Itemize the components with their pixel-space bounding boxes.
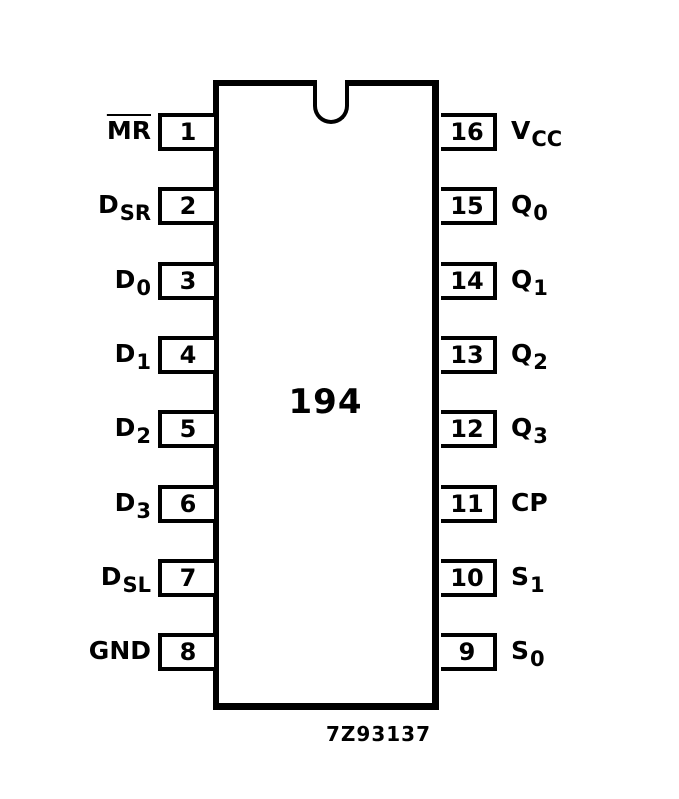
pin-2-signal-label: DSR [97, 190, 151, 224]
pin-12-signal-label: Q3 [511, 413, 548, 447]
pin-4-box: 4 [158, 336, 214, 374]
pin-7-box: 7 [158, 559, 214, 597]
pin-8-signal-label: GND [89, 638, 151, 663]
pin-12-signal-name: Q [511, 413, 533, 442]
pin-5-box: 5 [158, 410, 214, 448]
pin-13-signal-subscript: 2 [533, 350, 548, 374]
pin-6-signal-label: D3 [114, 488, 151, 522]
pin-7-signal-subscript: SL [122, 573, 151, 597]
pin-1-box: 1 [158, 113, 214, 151]
chip-part-number: 194 [288, 382, 363, 422]
pin-6-signal-name: D [114, 488, 136, 517]
pin-5-signal-label: D2 [114, 413, 151, 447]
pin-1-signal-label: MR [107, 118, 151, 143]
pin-4-signal-label: D1 [114, 339, 151, 373]
pin-16-signal-name: V [511, 116, 531, 145]
pin-3-box: 3 [158, 262, 214, 300]
pin-10-signal-name: S [511, 562, 530, 591]
pin-15-signal-label: Q0 [511, 190, 548, 224]
pin-3-signal-name: D [114, 265, 136, 294]
pin-15-signal-name: Q [511, 190, 533, 219]
pin-2-signal-subscript: SR [119, 201, 151, 225]
pin-16-box: 16 [441, 113, 497, 151]
pin-14-box: 14 [441, 262, 497, 300]
pin-1-signal-name: MR [106, 116, 151, 145]
pin-14-signal-subscript: 1 [533, 276, 548, 300]
pin-4-signal-name: D [114, 339, 136, 368]
drawing-reference-code: 7Z93137 [326, 722, 431, 746]
pin-10-signal-label: S1 [511, 562, 545, 596]
orientation-notch [313, 80, 349, 124]
pin-7-signal-label: DSL [100, 562, 151, 596]
pin-5-signal-name: D [114, 413, 136, 442]
pin-15-box: 15 [441, 187, 497, 225]
pin-8-signal-name: GND [88, 636, 151, 665]
pin-6-signal-subscript: 3 [136, 499, 151, 523]
pin-9-signal-name: S [511, 636, 530, 665]
pin-11-signal-name: CP [511, 488, 548, 517]
pin-14-signal-name: Q [511, 265, 533, 294]
pin-13-signal-label: Q2 [511, 339, 548, 373]
pin-16-signal-label: VCC [511, 116, 562, 150]
pin-9-signal-label: S0 [511, 636, 545, 670]
pin-7-signal-name: D [100, 562, 122, 591]
pin-16-signal-subscript: CC [531, 127, 563, 151]
pin-10-signal-subscript: 1 [530, 573, 545, 597]
pin-5-signal-subscript: 2 [136, 424, 151, 448]
pin-4-signal-subscript: 1 [136, 350, 151, 374]
pin-14-signal-label: Q1 [511, 265, 548, 299]
pin-15-signal-subscript: 0 [533, 201, 548, 225]
pin-2-signal-name: D [97, 190, 119, 219]
pin-8-box: 8 [158, 633, 214, 671]
pin-13-signal-name: Q [511, 339, 533, 368]
pin-9-signal-subscript: 0 [530, 647, 545, 671]
pin-13-box: 13 [441, 336, 497, 374]
pin-11-box: 11 [441, 485, 497, 523]
pin-3-signal-subscript: 0 [136, 276, 151, 300]
pin-12-signal-subscript: 3 [533, 424, 548, 448]
ic-package-body: 194 [213, 80, 439, 710]
pin-9-box: 9 [441, 633, 497, 671]
pin-11-signal-label: CP [511, 490, 548, 515]
pin-6-box: 6 [158, 485, 214, 523]
pin-2-box: 2 [158, 187, 214, 225]
pin-10-box: 10 [441, 559, 497, 597]
pin-3-signal-label: D0 [114, 265, 151, 299]
pin-12-box: 12 [441, 410, 497, 448]
